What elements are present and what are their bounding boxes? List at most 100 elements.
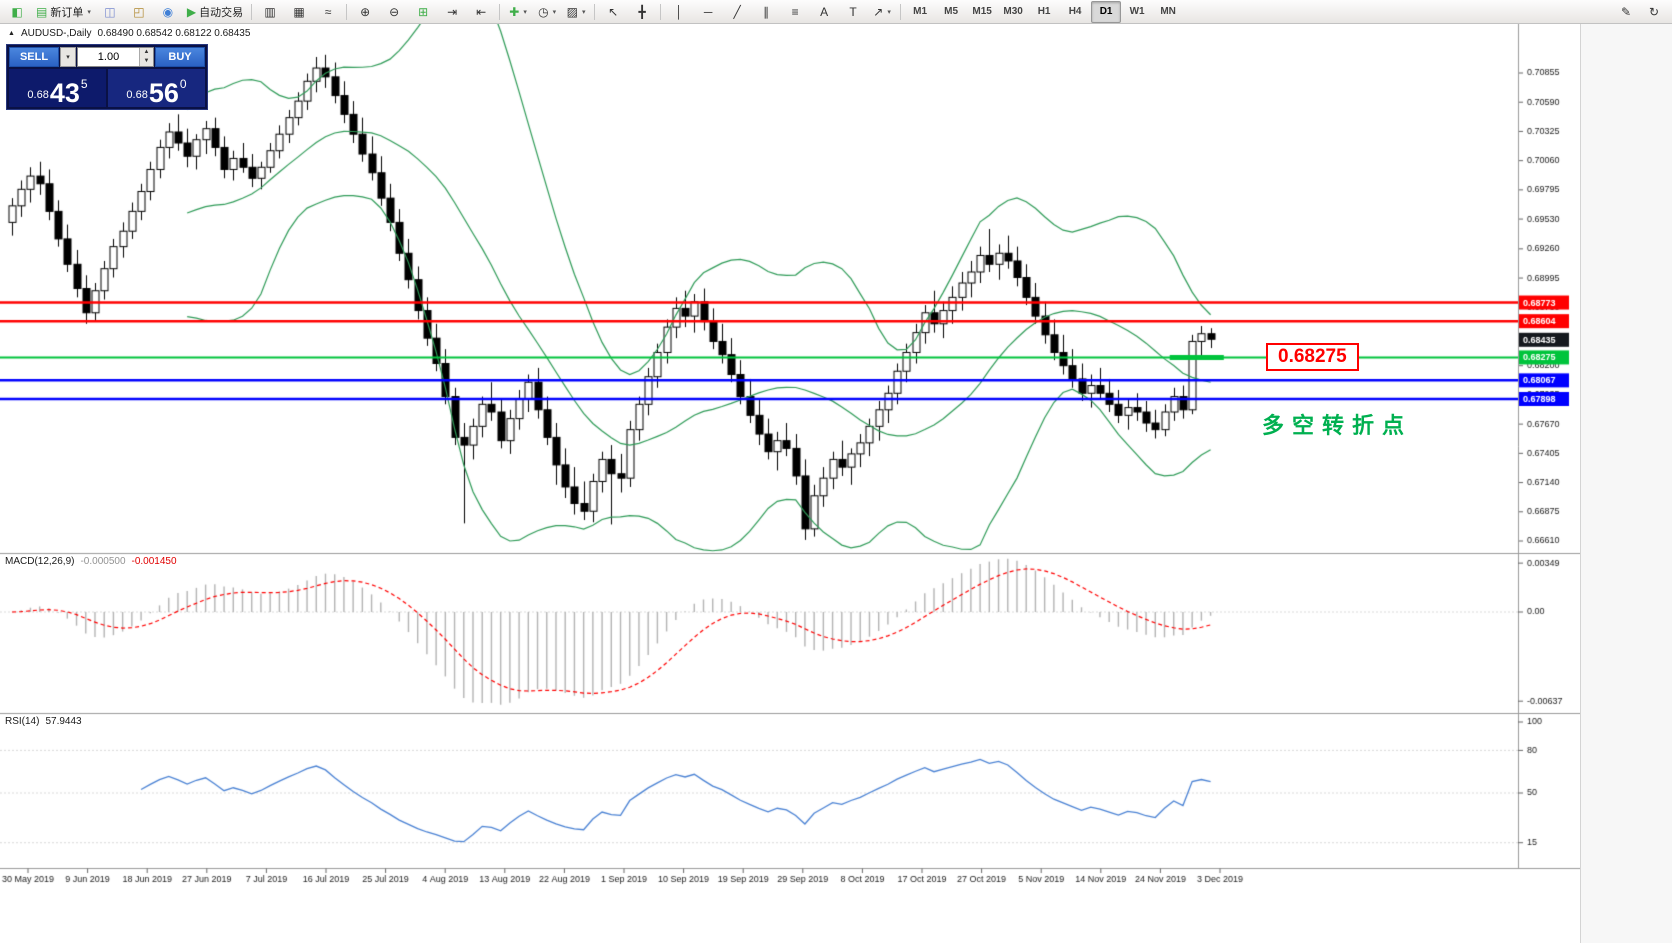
sell-price-big: 43	[49, 78, 80, 109]
price-chart[interactable]	[0, 24, 1580, 943]
auto-scroll-button[interactable]: ⇥	[438, 1, 466, 23]
text-button[interactable]: A	[810, 1, 838, 23]
new-order-icon: ▤	[36, 4, 48, 19]
text-label-icon: T	[849, 4, 857, 19]
zoom-in-icon: ⊕	[360, 4, 371, 19]
text-label-button[interactable]: T	[839, 1, 867, 23]
refresh-icon: ↻	[1648, 5, 1660, 19]
chart-ohlc-values: 0.68490 0.68542 0.68122 0.68435	[97, 28, 251, 39]
macd-indicator-label: MACD(12,26,9) -0.000500 -0.001450	[5, 556, 177, 567]
vertical-line-icon: │	[675, 4, 683, 19]
channel-icon: ∥	[763, 4, 770, 19]
volume-stepper[interactable]: ▲ ▼	[139, 48, 153, 66]
cursor-icon: ↖	[608, 4, 619, 19]
rsi-name: RSI(14)	[5, 716, 40, 727]
chart-shift-button[interactable]: ⇤	[467, 1, 495, 23]
stepper-down-icon[interactable]: ▼	[140, 57, 153, 66]
line-mode-button[interactable]: ≈	[314, 1, 342, 23]
crosshair-button[interactable]: ╋	[628, 1, 656, 23]
buy-button[interactable]: BUY	[155, 47, 205, 67]
fibonacci-button[interactable]: ≡	[781, 1, 809, 23]
new-chart-icon: ◧	[11, 4, 23, 19]
crosshair-icon: ╋	[638, 4, 646, 19]
toolbar-separator	[499, 3, 501, 20]
toolbar-separator	[251, 3, 253, 20]
sell-price[interactable]: 0.68 43 5	[9, 69, 106, 107]
trendline-icon: ╱	[733, 4, 741, 19]
macd-value-2: -0.001450	[131, 556, 177, 567]
templates-icon: ▨	[566, 4, 578, 19]
toolbar: ◧ ▤ 新订单 ▾ ◫ ◰ ◉ ▶ 自动交易 ▥ ▦ ≈ ⊕ ⊖ ⊞ ⇥ ⇤ ✚ ▾ ◷ ▾ ▨ ▾ ↖ ╋ │ ─ ╱ ∥ ≡ A T ↗ ▾ M…	[0, 0, 1672, 24]
timeframe-h4-button[interactable]: H4	[1068, 6, 1082, 17]
chevron-down-icon: ▾	[87, 8, 91, 16]
templates-button[interactable]: ▨ ▾	[562, 1, 590, 23]
periods-icon: ◷	[538, 4, 549, 19]
cursor-button[interactable]: ↖	[599, 1, 627, 23]
horizontal-line-button[interactable]: ─	[694, 1, 722, 23]
autotrading-button[interactable]: ▶ 自动交易	[183, 1, 247, 23]
price-callout-label: 0.68275	[1266, 343, 1359, 371]
volume-input[interactable]	[78, 48, 139, 66]
new-order-button[interactable]: ▤ 新订单 ▾	[32, 1, 95, 23]
buy-price-big: 56	[148, 78, 179, 109]
fibonacci-icon: ≡	[791, 4, 799, 19]
timeframe-m5-button[interactable]: M5	[944, 6, 959, 17]
candles-mode-button[interactable]: ▦	[285, 1, 313, 23]
arrows-button[interactable]: ↗ ▾	[868, 1, 896, 23]
vertical-line-button[interactable]: │	[665, 1, 693, 23]
arrows-icon: ↗	[873, 4, 884, 19]
profiles-button[interactable]: ◰	[125, 1, 153, 23]
sell-button[interactable]: SELL	[9, 47, 59, 67]
new-chart-button[interactable]: ◧	[3, 1, 31, 23]
buy-price-pip: 0	[179, 77, 187, 91]
timeframe-m30-button[interactable]: M30	[1003, 6, 1023, 17]
tile-windows-button[interactable]: ⊞	[409, 1, 437, 23]
edit-button[interactable]: ✎	[1612, 1, 1640, 23]
buy-price[interactable]: 0.68 56 0	[108, 69, 205, 107]
channel-button[interactable]: ∥	[752, 1, 780, 23]
timeframe-d1-button[interactable]: D1	[1091, 0, 1122, 23]
chart-window-icon: ◫	[104, 4, 116, 19]
order-options-dropdown[interactable]: ▾	[60, 47, 76, 67]
zoom-out-icon: ⊖	[389, 4, 400, 19]
profiles-icon: ◰	[133, 4, 145, 19]
rsi-value: 57.9443	[45, 716, 82, 727]
refresh-button[interactable]: ↻	[1640, 1, 1668, 23]
toolbar-separator	[660, 3, 662, 20]
timeframe-m15-button[interactable]: M15	[972, 6, 992, 17]
line-mode-icon: ≈	[324, 4, 332, 19]
toolbar-separator	[900, 3, 902, 20]
timeframe-w1-button[interactable]: W1	[1129, 6, 1145, 17]
toolbar-right: ✎ ↻	[1612, 0, 1668, 24]
auto-scroll-icon: ⇥	[447, 4, 458, 19]
new-order-button-label: 新订单	[50, 6, 84, 19]
volume-field-wrap: ▲▼	[77, 47, 154, 67]
chart-shift-icon: ⇤	[476, 4, 487, 19]
edit-icon: ✎	[1620, 5, 1632, 19]
zoom-in-button[interactable]: ⊕	[351, 1, 379, 23]
autotrading-button-label: 自动交易	[199, 6, 244, 19]
annotation-note: 多空转折点	[1262, 413, 1413, 438]
bars-mode-button[interactable]: ▥	[256, 1, 284, 23]
workspace-filler	[1580, 24, 1672, 943]
chart-window: ▲ AUDUSD-,Daily 0.68490 0.68542 0.68122 …	[0, 24, 1580, 943]
chart-window-button[interactable]: ◫	[96, 1, 124, 23]
one-click-trading-panel: SELL ▾ ▲▼ BUY 0.68 43 5 0.68 56 0	[6, 44, 208, 110]
market-watch-icon: ◉	[162, 4, 174, 19]
chart-symbol-period: AUDUSD-,Daily	[20, 28, 92, 39]
indicators-button[interactable]: ✚ ▾	[504, 1, 532, 23]
chevron-down-icon: ▾	[523, 8, 527, 16]
rsi-indicator-label: RSI(14) 57.9443	[5, 716, 82, 727]
chevron-down-icon: ▾	[582, 8, 586, 16]
timeframe-h1-button[interactable]: H1	[1037, 6, 1051, 17]
timeframe-m1-button[interactable]: M1	[913, 6, 928, 17]
indicators-icon: ✚	[509, 4, 520, 19]
timeframe-mn-button[interactable]: MN	[1160, 6, 1176, 17]
sell-price-pip: 5	[80, 77, 88, 91]
periods-button[interactable]: ◷ ▾	[533, 1, 561, 23]
market-watch-button[interactable]: ◉	[154, 1, 182, 23]
trendline-button[interactable]: ╱	[723, 1, 751, 23]
stepper-up-icon[interactable]: ▲	[140, 48, 153, 57]
zoom-out-button[interactable]: ⊖	[380, 1, 408, 23]
